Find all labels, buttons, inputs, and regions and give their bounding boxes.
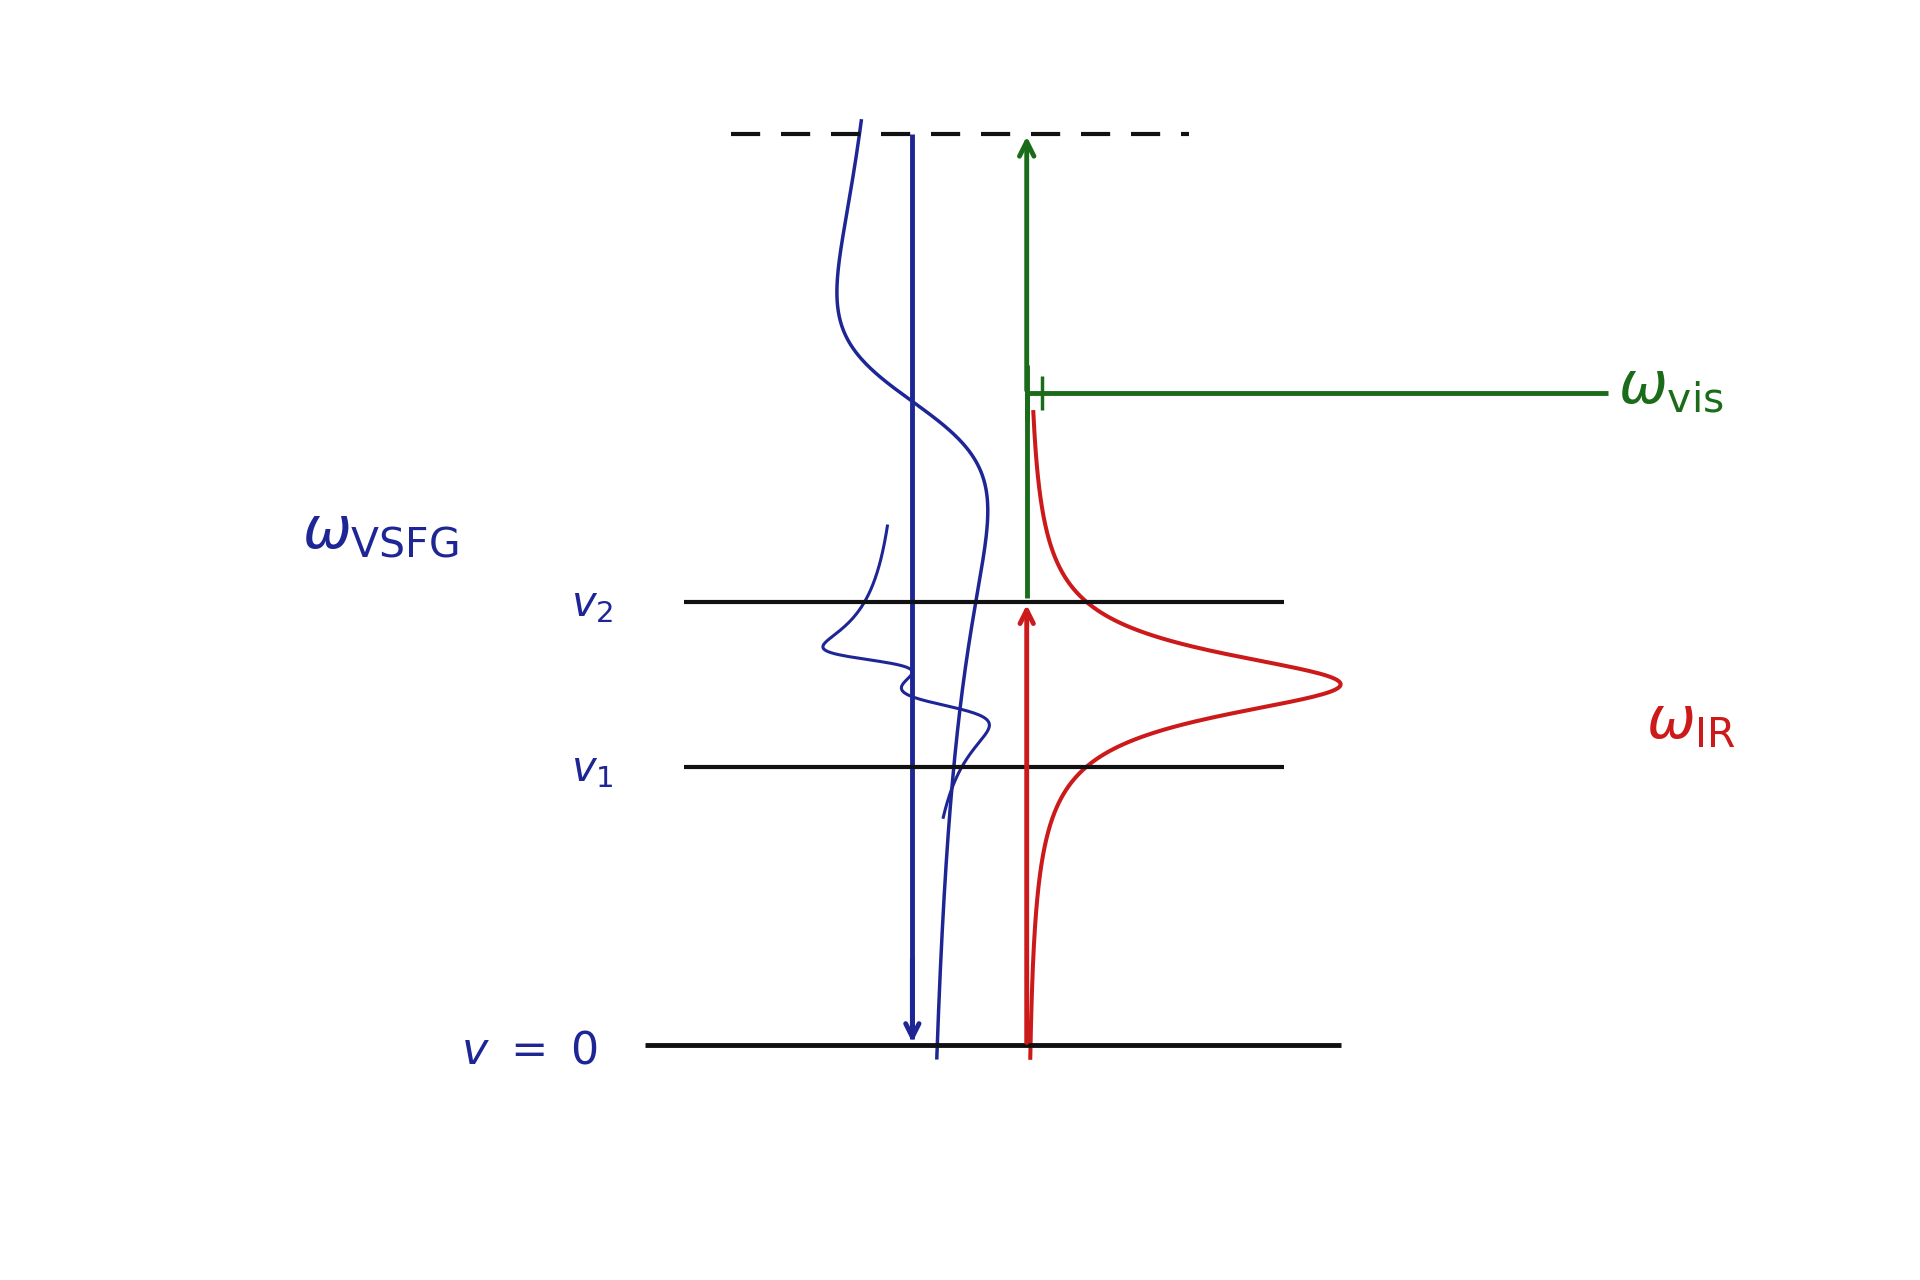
Text: $\omega_{\mathrm{vis}}$: $\omega_{\mathrm{vis}}$ (1619, 358, 1724, 415)
Text: $\omega_{\mathrm{VSFG}}$: $\omega_{\mathrm{VSFG}}$ (301, 504, 459, 561)
Text: $\mathit{v}\ =\ 0$: $\mathit{v}\ =\ 0$ (461, 1030, 597, 1073)
Text: $\mathit{v}_2$: $\mathit{v}_2$ (570, 584, 612, 626)
Text: $\mathit{v}_1$: $\mathit{v}_1$ (570, 748, 612, 790)
Text: $\omega_{\mathrm{IR}}$: $\omega_{\mathrm{IR}}$ (1645, 694, 1736, 750)
